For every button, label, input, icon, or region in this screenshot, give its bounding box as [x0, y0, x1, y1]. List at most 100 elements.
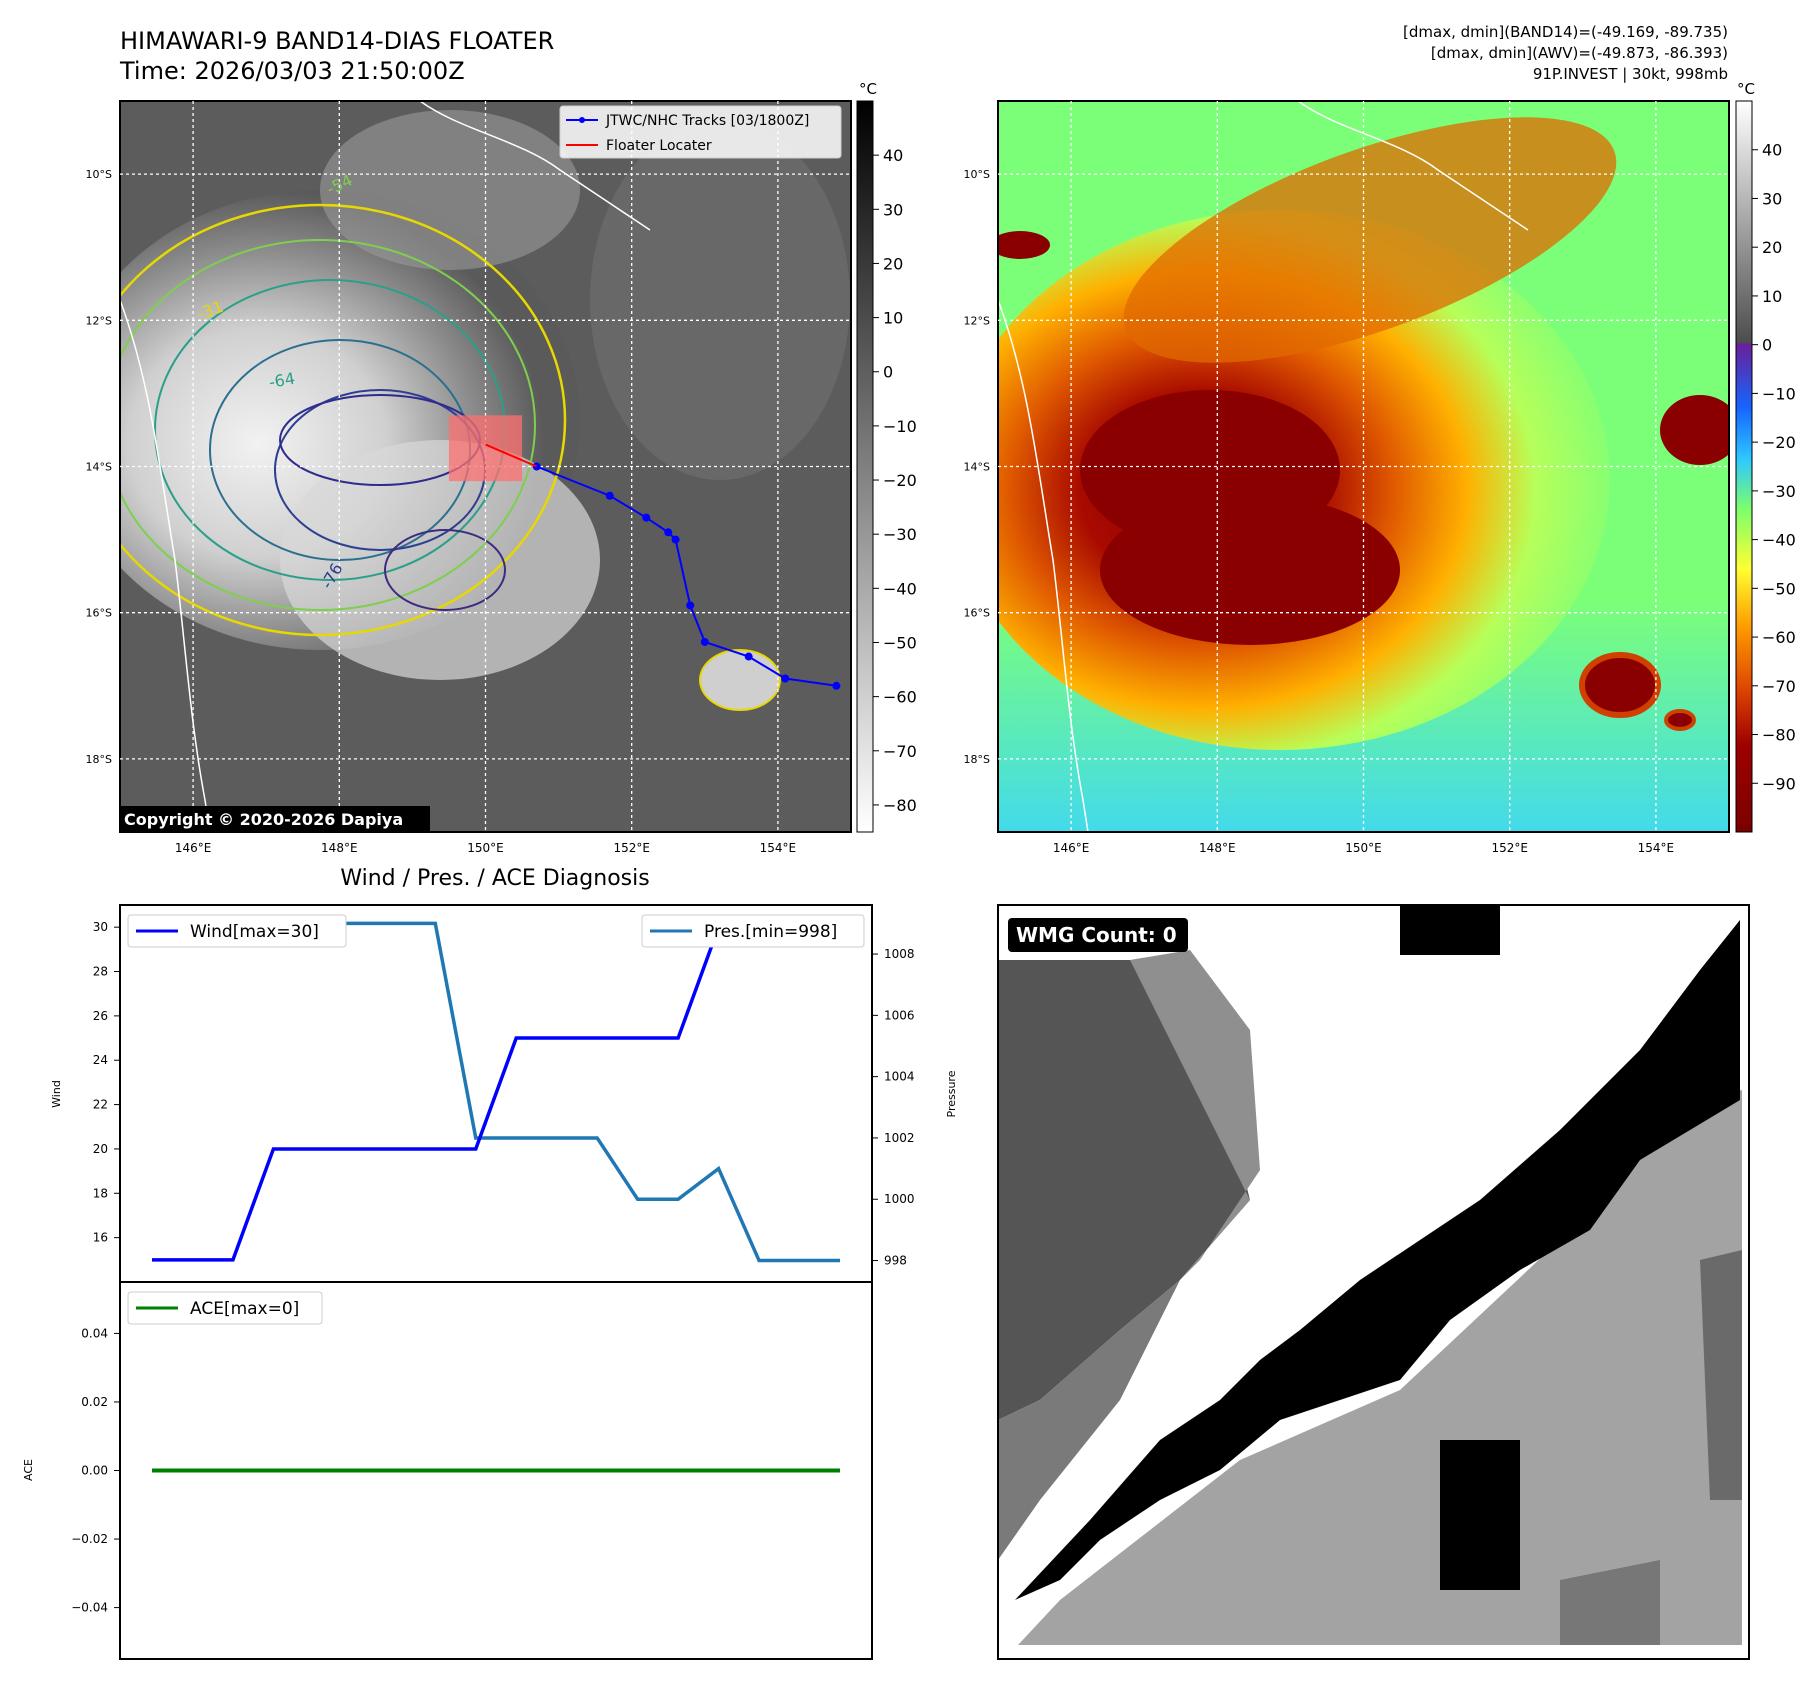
- wmg-light-gray-region: [1018, 1090, 1742, 1645]
- ace-legend-box: [127, 1291, 323, 1325]
- wind-tick-label: 20: [93, 1142, 108, 1156]
- colorbar-tick-label: 0: [1762, 336, 1772, 355]
- awv-map: 10°S 12°S 14°S 16°S 18°S 146°E 148°E 150°E 152°E…: [964, 100, 1730, 855]
- legend-box: [559, 105, 842, 159]
- lon-label: 146°E: [1053, 841, 1090, 855]
- ace-tick-label: −0.04: [71, 1601, 108, 1615]
- wind-tick-label: 28: [93, 965, 108, 979]
- pressure-tick-label: 1006: [884, 1008, 915, 1022]
- colorbar-tick-label: 20: [883, 254, 903, 273]
- wind-pres-chart: 161820222426283099810001002100410061008 …: [50, 904, 958, 1283]
- color-colorbar-unit: °C: [1737, 80, 1755, 98]
- pressure-tick-label: 1002: [884, 1131, 915, 1145]
- colorbar-tick-label: −90: [1762, 774, 1796, 793]
- colorbar-tick-label: −10: [1762, 384, 1796, 403]
- track-point: [700, 637, 709, 646]
- floater-box: [448, 415, 523, 482]
- awv-colorbar: °C 40 30 20 10 0 −10 −20 −30 −40 −50 −60 −70 −80 −90: [1735, 80, 1796, 833]
- wmg-count-label: WMG Count: 0: [1016, 923, 1177, 947]
- ace-plot: 0.04 0.02 0.00 −0.02 −0.04: [71, 1326, 840, 1615]
- track-line: [536, 465, 837, 687]
- track-point: [642, 513, 651, 522]
- coastline-awv-png: [1297, 101, 1529, 231]
- colorbar-tick-label: 20: [1762, 238, 1782, 257]
- ace-legend: ACE[max=0]: [127, 1291, 323, 1325]
- diagnosis-title: Wind / Pres. / ACE Diagnosis: [340, 866, 649, 891]
- copyright-text: Copyright © 2020-2026 Dapiya: [124, 810, 403, 829]
- awv-cold-band: [1123, 117, 1617, 363]
- contour-east-cell: [699, 649, 781, 711]
- lat-label: 12°S: [964, 314, 990, 327]
- colorbar-tick-label: −50: [883, 633, 917, 652]
- awv-east-cell-small: [1664, 709, 1696, 731]
- ace-axis-label: ACE: [22, 1459, 35, 1481]
- ace-tick-label: 0.00: [81, 1464, 108, 1478]
- wmg-gray-block-bottom: [1560, 1560, 1660, 1645]
- colorbar-tick-label: 10: [883, 309, 903, 328]
- wmg-mid-gray-region: [1130, 950, 1260, 1280]
- color-colorbar: [1735, 100, 1753, 833]
- track-point: [832, 681, 841, 690]
- contour-label: -64: [267, 369, 296, 392]
- awv-gridlines: 10°S 12°S 14°S 16°S 18°S 146°E 148°E 150°E 152°E…: [964, 101, 1729, 855]
- track-point: [605, 491, 614, 500]
- lat-label: 16°S: [86, 607, 112, 620]
- lat-label: 18°S: [964, 753, 990, 766]
- wmg-black-block-bottom: [1440, 1440, 1520, 1590]
- wind-tick-label: 22: [93, 1098, 108, 1112]
- lat-label: 16°S: [964, 607, 990, 620]
- lat-label: 14°S: [964, 461, 990, 474]
- gray-colorbar-unit: °C: [859, 80, 877, 98]
- wmg-panel: WMG Count: 0: [997, 904, 1750, 1660]
- track-overlay: [448, 415, 841, 690]
- colorbar-tick-label: 30: [883, 200, 903, 219]
- band14-map: 10°S 12°S 14°S 16°S 18°S 146°E 148°E 150°E 152°E…: [86, 100, 852, 855]
- colorbar-tick-label: 0: [883, 363, 893, 382]
- track-point: [664, 528, 673, 537]
- colorbar-tick-label: −20: [883, 471, 917, 490]
- wind-legend-box: [127, 914, 347, 948]
- colorbar-tick-label: −50: [1762, 579, 1796, 598]
- colorbar-tick-label: 40: [883, 146, 903, 165]
- wmg-gray-block-east: [1700, 1250, 1742, 1500]
- colorbar-tick-label: −30: [883, 525, 917, 544]
- colorbar-tick-label: −40: [1762, 531, 1796, 550]
- colorbar-tick-label: −60: [1762, 628, 1796, 647]
- wind-pres-plot: 16 18 20 22 24 26 28 30 998 1000 1002 1004 1006 1008: [93, 920, 915, 1267]
- track-point: [671, 535, 680, 544]
- wmg-frame: [997, 904, 1750, 1660]
- colorbar-tick-label: −30: [1762, 482, 1796, 501]
- pressure-tick-label: 1008: [884, 947, 915, 961]
- coastline-png: [419, 101, 651, 231]
- track-point: [781, 674, 790, 683]
- colorbar-tick-label: −10: [883, 417, 917, 436]
- ace-legend-label: ACE[max=0]: [190, 1299, 299, 1319]
- lat-label: 10°S: [964, 168, 990, 181]
- colorbar-tick-label: −20: [1762, 433, 1796, 452]
- contour-core-south: [384, 529, 506, 611]
- colorbar-tick-label: −40: [883, 579, 917, 598]
- lon-label: 150°E: [467, 841, 504, 855]
- ace-chart: 0.04 0.02 0.00 −0.02 −0.04 ACE ACE[max=0]: [22, 1281, 873, 1660]
- ace-tick-label: 0.04: [81, 1326, 108, 1340]
- colorbar-tick-label: 40: [1762, 141, 1782, 160]
- track-point: [686, 601, 695, 610]
- lat-label: 12°S: [86, 314, 112, 327]
- contour-yellow: [120, 203, 567, 637]
- lat-label: 14°S: [86, 461, 112, 474]
- colorbar-tick-label: −80: [1762, 726, 1796, 745]
- wind-tick-label: 24: [93, 1053, 108, 1067]
- track-legend-label: JTWC/NHC Tracks [03/1800Z]: [605, 113, 809, 129]
- awv-east-cell: [1579, 652, 1661, 718]
- lat-label: 18°S: [86, 753, 112, 766]
- colorbar-tick-label: −80: [883, 796, 917, 815]
- wind-tick-label: 18: [93, 1186, 108, 1200]
- figure-title: HIMAWARI-9 BAND14-DIAS FLOATER: [120, 27, 555, 55]
- lon-label: 150°E: [1345, 841, 1382, 855]
- map-legend: JTWC/NHC Tracks [03/1800Z] Floater Locat…: [559, 105, 842, 159]
- pressure-tick-label: 1000: [884, 1192, 915, 1206]
- wmg-blocks: [998, 905, 1742, 1645]
- band14-colorbar: °C 40 30 20 10 0 −10 −20 −30 −40 −50 −60 −70 −80: [856, 80, 917, 833]
- lon-label: 148°E: [321, 841, 358, 855]
- lat-label: 10°S: [86, 168, 112, 181]
